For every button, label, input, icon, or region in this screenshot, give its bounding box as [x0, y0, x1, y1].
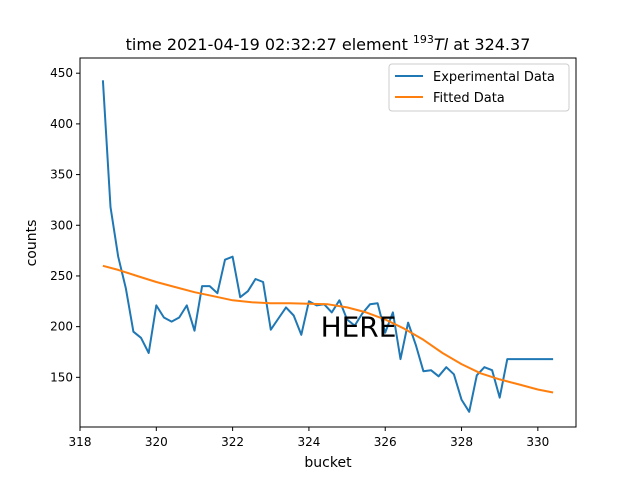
- legend-label-experimental: Experimental Data: [433, 70, 555, 85]
- legend-label-fitted: Fitted Data: [433, 91, 505, 106]
- x-axis: 318 320 322 324 326 328 330: [69, 427, 549, 449]
- legend-box: [388, 63, 570, 112]
- x-tick-label: 326: [374, 435, 397, 449]
- y-tick-label: 450: [50, 66, 73, 80]
- series-line-experimental: [101, 80, 554, 413]
- x-tick-label: 322: [221, 435, 244, 449]
- y-tick-label: 300: [50, 218, 73, 232]
- x-axis-label: bucket: [304, 455, 352, 471]
- x-tick-label: 328: [450, 435, 473, 449]
- annotation-here: HERE: [321, 311, 397, 344]
- y-tick-label: 200: [50, 320, 73, 334]
- y-axis: 150 200 250 300 350 400 450: [50, 66, 80, 384]
- y-tick-label: 350: [50, 168, 73, 182]
- chart-title: time 2021-04-19 02:32:27 element 193Tl a…: [126, 33, 531, 54]
- x-tick-label: 320: [145, 435, 168, 449]
- y-tick-label: 400: [50, 117, 73, 131]
- series-line-fitted: [102, 264, 554, 394]
- legend: Experimental Data Fitted Data: [388, 63, 570, 112]
- y-axis-label: counts: [24, 220, 40, 267]
- series-layer: [101, 80, 554, 413]
- x-tick-label: 330: [526, 435, 549, 449]
- axes-frame: [79, 57, 577, 428]
- x-tick-label: 318: [69, 435, 92, 449]
- y-tick-label: 250: [50, 269, 73, 283]
- y-tick-label: 150: [50, 370, 73, 384]
- plot-area: HERE: [79, 57, 577, 428]
- x-tick-label: 324: [297, 435, 320, 449]
